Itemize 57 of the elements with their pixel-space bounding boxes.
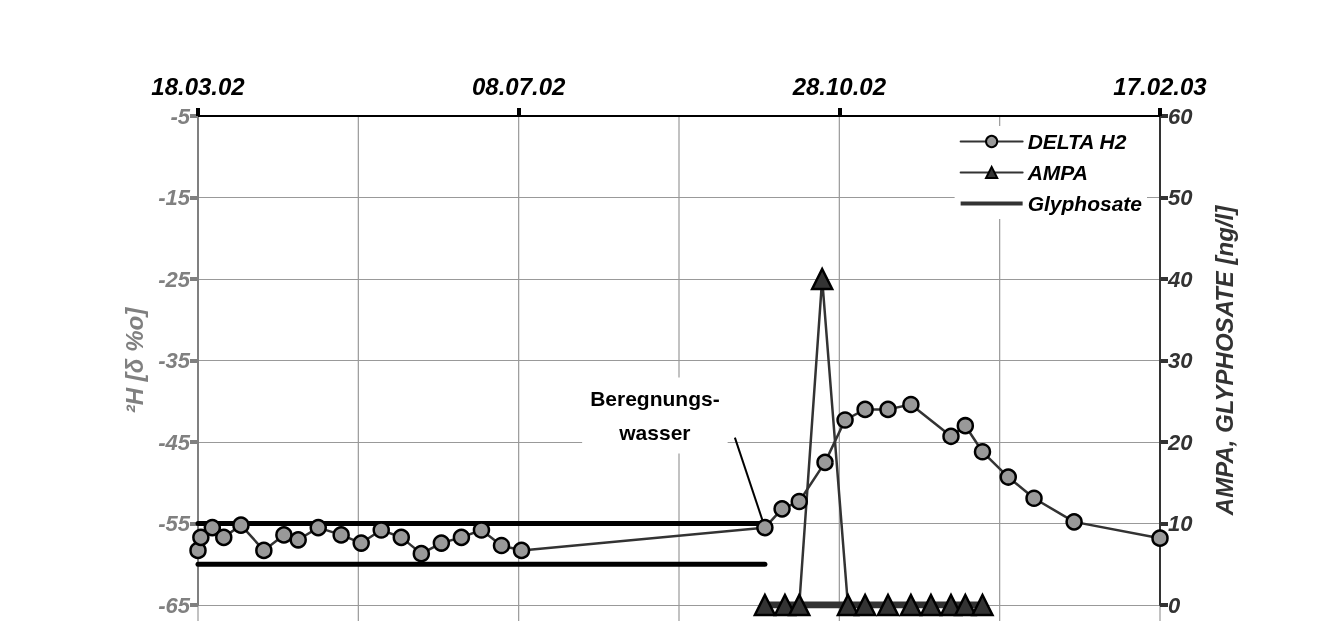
y-tick-label: -25 <box>158 266 191 292</box>
point <box>973 443 992 461</box>
point <box>836 411 854 429</box>
point <box>472 521 491 539</box>
annotation: Beregnungs- wasser <box>590 387 720 445</box>
point <box>192 528 210 547</box>
y2-tick-label: 50 <box>1168 185 1194 210</box>
x-tick-label: 17.02.03 <box>1113 72 1208 100</box>
x-tick-label: 18.03.02 <box>151 72 246 100</box>
y2-axis-title: AMPA, GLYPHOSATE [ng/l] <box>1210 204 1238 517</box>
y2-tick-label: 40 <box>1167 266 1194 292</box>
point <box>879 400 897 419</box>
point <box>756 518 774 537</box>
point <box>1151 529 1169 547</box>
point <box>790 492 808 511</box>
point <box>432 534 451 552</box>
y2-tick-label: 20 <box>1167 429 1194 455</box>
point <box>332 526 350 544</box>
point <box>1025 489 1043 507</box>
point <box>203 518 222 537</box>
point <box>352 534 370 552</box>
legend-label: DELTA H2 <box>1027 130 1127 153</box>
point <box>215 528 233 547</box>
point <box>1065 513 1083 531</box>
y-tick-label: -55 <box>158 511 191 536</box>
y-axis-title: ²H [δ %o] <box>120 306 148 414</box>
point <box>309 518 327 537</box>
y2-tick-label: 0 <box>1168 592 1181 618</box>
point <box>773 500 791 518</box>
legend-label: Glyphosate <box>1027 192 1143 215</box>
y-tick-label: -5 <box>170 103 191 129</box>
x-tick-label: 08.07.02 <box>471 72 567 100</box>
point <box>816 453 834 472</box>
point <box>902 395 920 414</box>
point <box>856 400 874 419</box>
point <box>999 468 1018 486</box>
point <box>956 416 975 435</box>
point <box>452 528 471 547</box>
legend-label: AMPA <box>1026 161 1088 184</box>
point <box>255 541 273 560</box>
point <box>372 521 390 539</box>
y2-tick-label: 30 <box>1168 348 1194 373</box>
y-tick-label: -35 <box>158 348 191 373</box>
x-tick-label: 28.10.02 <box>791 72 887 100</box>
y2-tick-label: 60 <box>1168 103 1194 129</box>
point <box>412 544 431 563</box>
point <box>392 528 411 547</box>
point <box>492 536 511 555</box>
point <box>512 541 531 560</box>
point <box>232 516 250 534</box>
y-tick-label: -65 <box>158 592 191 618</box>
y-tick-label: -45 <box>158 429 191 455</box>
point <box>289 531 307 549</box>
y2-tick-label: 10 <box>1168 511 1194 536</box>
point <box>275 526 293 544</box>
y-tick-label: -15 <box>158 185 191 210</box>
point <box>942 427 960 446</box>
